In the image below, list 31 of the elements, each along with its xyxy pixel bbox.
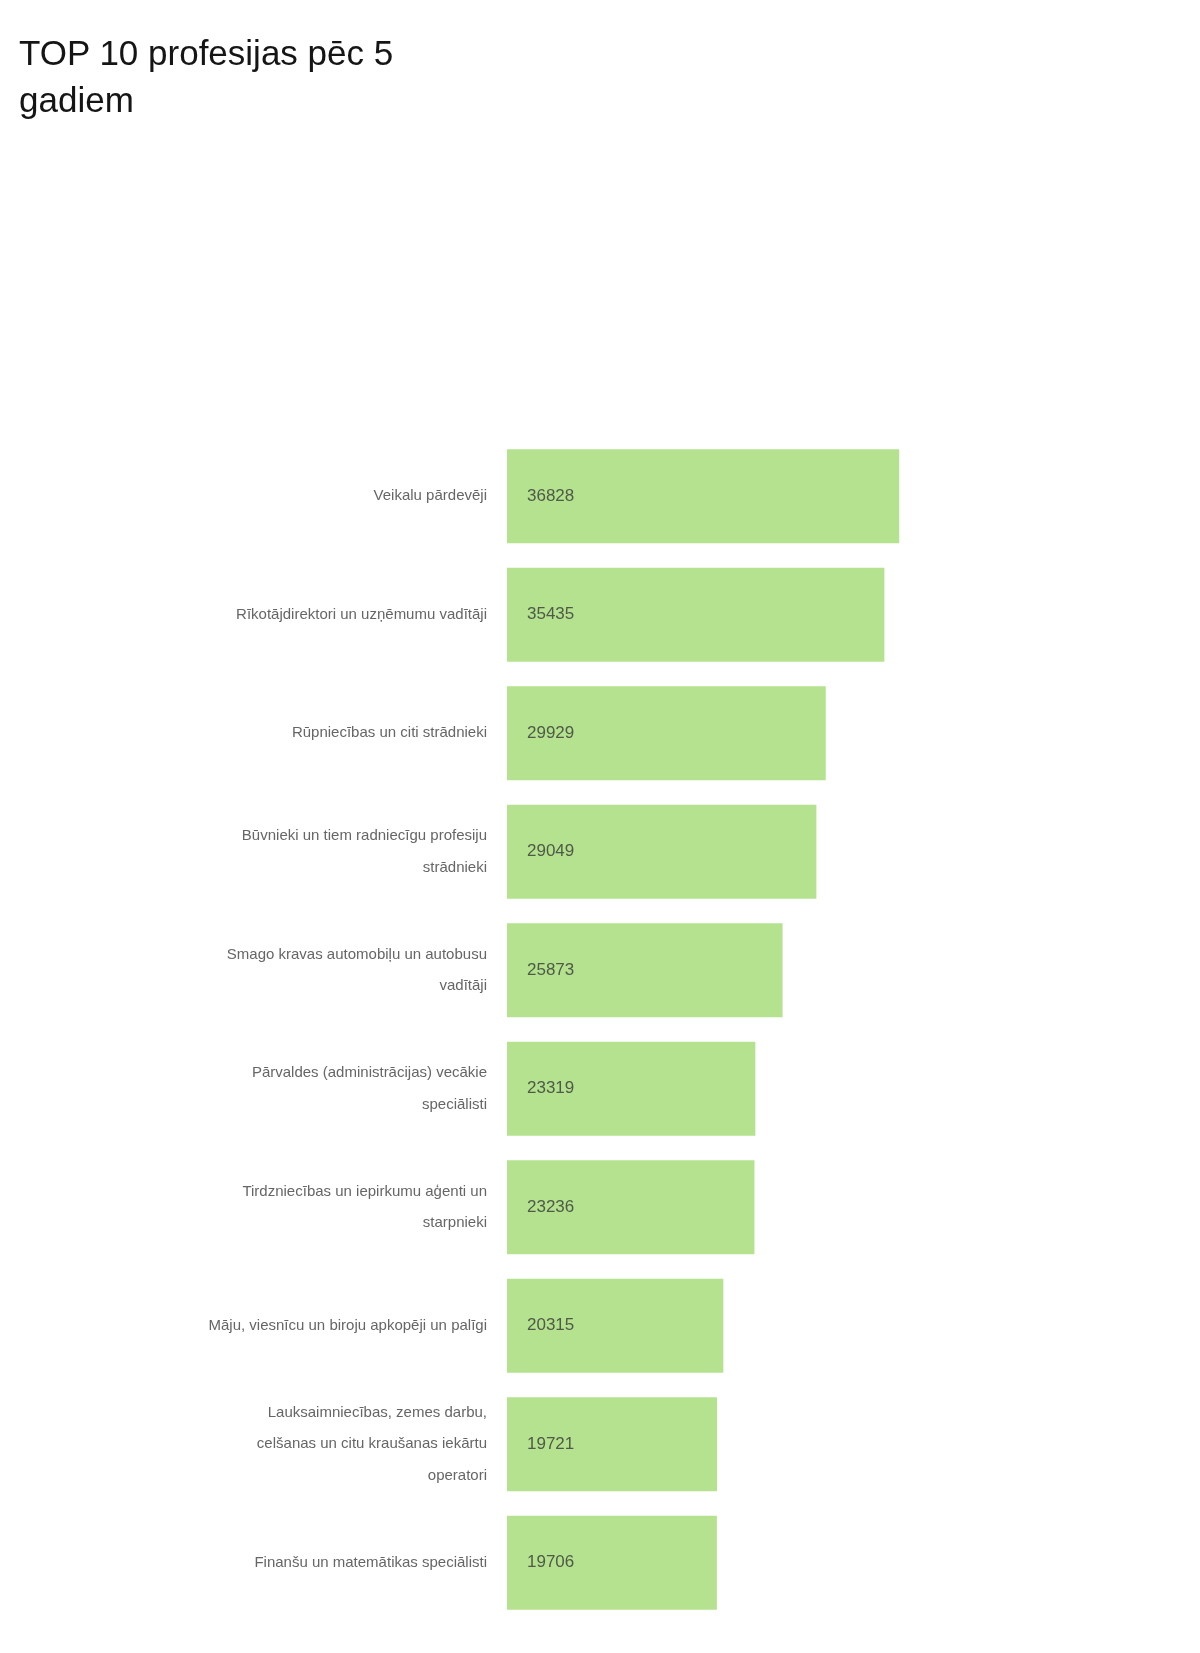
bar bbox=[507, 1160, 755, 1255]
bar bbox=[507, 686, 826, 781]
data-label: 25873 bbox=[527, 959, 575, 979]
data-label: 29049 bbox=[527, 841, 575, 861]
data-label: 29929 bbox=[527, 722, 575, 742]
data-label: 23319 bbox=[527, 1078, 575, 1098]
data-label: 19721 bbox=[527, 1433, 575, 1453]
y-tick-label: Būvnieki un tiem radniecīgu profesiju strādnieki bbox=[241, 826, 487, 875]
bar bbox=[507, 567, 885, 662]
y-tick-label: Rīkotājdirektori un uzņēmumu vadītāji bbox=[236, 604, 487, 622]
y-tick-label: Māju, viesnīcu un biroju apkopēji un palīgi bbox=[208, 1315, 487, 1333]
y-tick-label: Smago kravas automobiļu un autobusu vadītāji bbox=[226, 944, 487, 994]
data-label: 19706 bbox=[527, 1552, 575, 1572]
text: TOP 10 profesijas pēc 5 gadiem bbox=[19, 32, 395, 121]
data-label: 20315 bbox=[527, 1315, 575, 1335]
data-label: 23236 bbox=[527, 1196, 575, 1216]
y-tick-label: Tirdzniecības un iepirkumu aģenti un starpnieki bbox=[242, 1181, 487, 1231]
y-tick-label: Veikalu pārdevēji bbox=[373, 486, 487, 504]
data-label: 35435 bbox=[527, 604, 575, 624]
bar bbox=[507, 1278, 724, 1373]
data-label: 36828 bbox=[527, 485, 575, 505]
y-tick-label: Lauksaimniecības, zemes darbu, celšanas un citu kraušanas iekārtu operatori bbox=[256, 1402, 487, 1483]
y-tick-label: Finanšu un matemātikas speciālisti bbox=[254, 1552, 487, 1570]
bar bbox=[507, 804, 817, 899]
bar bbox=[507, 1041, 756, 1136]
bar bbox=[507, 1397, 718, 1492]
bar bbox=[507, 923, 783, 1018]
bar bbox=[507, 449, 900, 544]
y-tick-label: Rūpniecības un citi strādnieki bbox=[291, 723, 487, 741]
y-tick-label: Pārvaldes (administrācijas) vecākie speciālisti bbox=[251, 1063, 487, 1112]
bar bbox=[507, 1515, 717, 1610]
